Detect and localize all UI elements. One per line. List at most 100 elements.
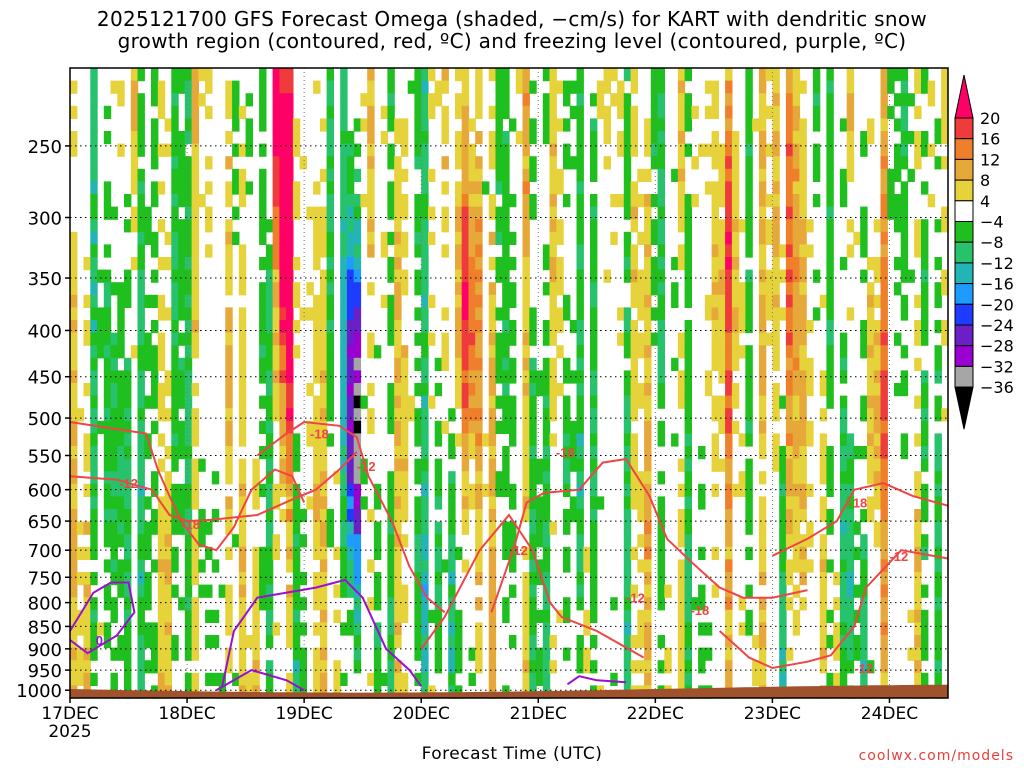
omega-cell [725,105,733,119]
omega-cell [110,282,118,296]
omega-cell [630,206,638,220]
omega-cell [711,357,719,371]
omega-cell [441,219,449,233]
omega-cell [502,471,510,485]
omega-cell [745,143,753,157]
omega-cell [488,483,497,497]
omega-cell [812,156,821,170]
omega-cell [70,609,78,623]
omega-cell [731,143,740,157]
omega-cell [779,307,787,321]
omega-cell [644,282,652,296]
omega-cell [684,597,692,611]
colorbar-swatch [954,324,974,347]
dendritic-contour-label: -18 [310,426,329,441]
omega-cell [488,320,497,334]
omega-cell [529,471,537,485]
omega-cell [880,332,888,346]
omega-cell [265,395,274,409]
omega-cell [421,647,429,661]
omega-cell [414,597,422,611]
omega-cell [752,660,760,674]
omega-cell [711,307,719,321]
omega-cell [83,572,91,586]
omega-cell [238,458,247,472]
omega-cell [184,584,193,598]
omega-cell [880,660,888,674]
omega-cell [90,168,98,182]
omega-cell [569,80,578,94]
omega-cell [677,80,686,94]
omega-cell [867,357,875,371]
omega-cell [880,408,888,422]
omega-cell [259,194,267,208]
omega-cell [387,206,395,220]
omega-cell [475,446,483,460]
omega-cell [934,572,942,586]
omega-cell [549,635,557,649]
omega-cell [164,597,172,611]
omega-cell [630,68,638,82]
omega-cell [684,433,692,447]
omega-cell [265,420,274,434]
omega-cell [292,672,301,686]
omega-cell [860,635,868,649]
omega-cell [319,357,328,371]
omega-cell [198,458,206,472]
omega-cell [758,181,767,195]
omega-cell [785,294,794,308]
omega-cell [265,446,274,460]
omega-cell [124,496,132,510]
omega-cell [880,206,888,220]
omega-cell [319,584,328,598]
omega-cell [475,194,483,208]
omega-cell [839,509,848,523]
omega-cell [637,534,645,548]
omega-cell [590,433,598,447]
omega-cell [326,257,334,271]
omega-cell [644,294,652,308]
omega-cell [934,282,942,296]
omega-cell [549,521,557,535]
omega-cell [630,269,638,283]
omega-cell [792,357,801,371]
omega-cell [792,168,801,182]
omega-cell [880,131,888,145]
omega-cell [758,660,767,674]
omega-cell [110,471,118,485]
omega-cell [97,332,105,346]
omega-cell [103,307,112,321]
omega-cell [745,509,753,523]
omega-cell [137,206,145,220]
omega-cell [400,446,409,460]
omega-cell [353,483,362,497]
omega-cell [110,446,118,460]
omega-cell [731,231,740,245]
omega-cell [137,660,145,674]
omega-cell [576,143,584,157]
omega-cell [340,534,348,548]
omega-cell [394,118,402,132]
omega-cell [799,143,807,157]
omega-cell [563,446,571,460]
omega-cell [846,496,855,510]
omega-cell [421,496,429,510]
omega-cell [137,635,145,649]
omega-cell [927,143,936,157]
omega-cell [698,496,706,510]
omega-cell [70,496,78,510]
omega-cell [319,395,328,409]
omega-cell [70,345,78,359]
omega-cell [279,395,287,409]
omega-cell [225,156,233,170]
omega-cell [914,105,922,119]
omega-cell [725,269,733,283]
omega-cell [610,93,618,107]
omega-cell [833,572,841,586]
omega-cell [475,345,483,359]
omega-cell [340,483,348,497]
omega-cell [785,206,794,220]
omega-cell [623,534,632,548]
omega-cell [691,597,699,611]
omega-cell [110,408,118,422]
